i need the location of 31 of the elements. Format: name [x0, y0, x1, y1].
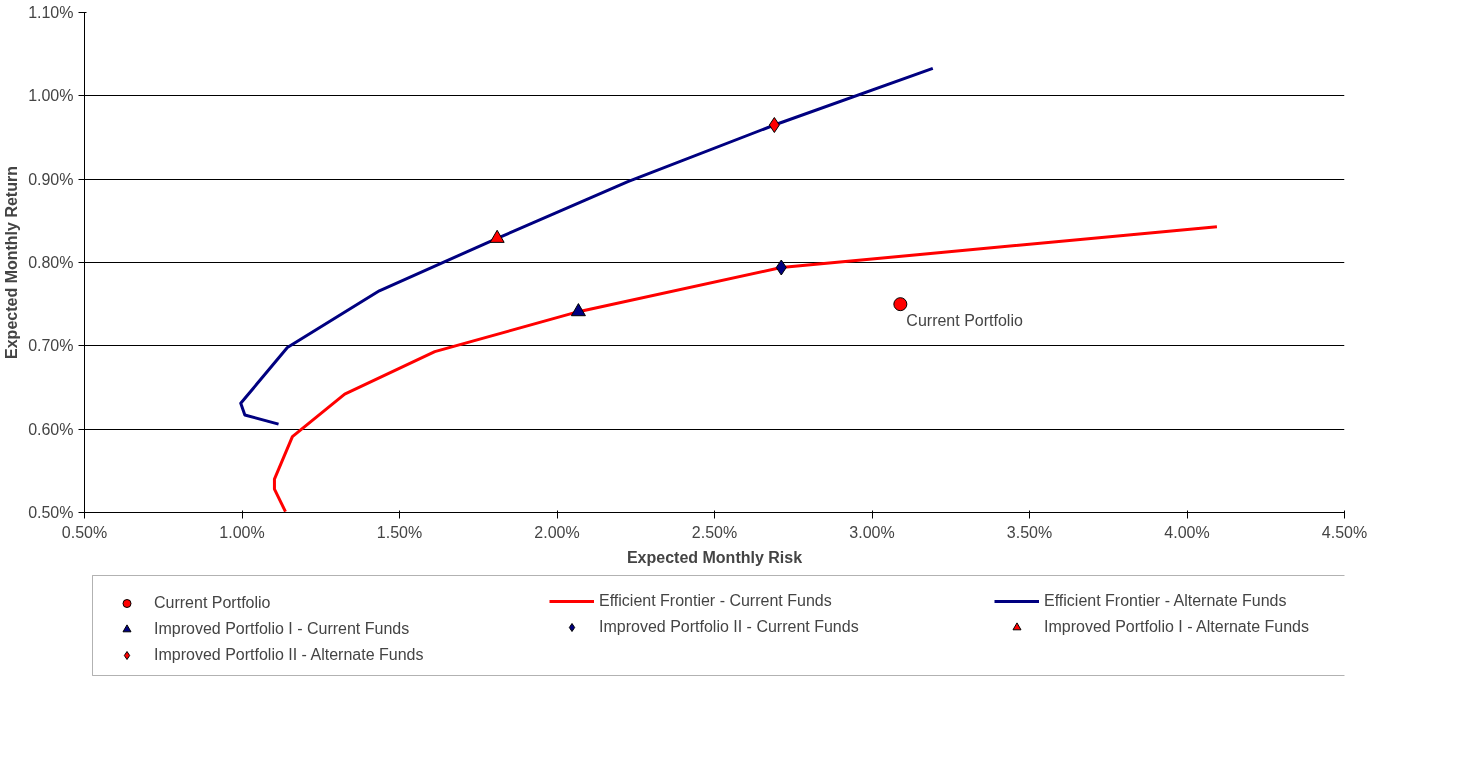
y-tick-label: 0.60% [28, 420, 74, 438]
x-tick-label: 2.00% [534, 523, 580, 541]
x-tick-label: 3.00% [849, 523, 895, 541]
x-tick-label: 4.50% [1321, 523, 1368, 541]
legend-label: Improved Portfolio II - Current Funds [599, 618, 859, 636]
y-tick-label: 0.90% [28, 170, 74, 188]
x-tick-label: 4.00% [1164, 523, 1210, 541]
point [775, 259, 787, 276]
y-tick-label: 0.80% [28, 254, 74, 271]
x-tick-label: 3.50% [1006, 523, 1053, 541]
y-tick-label: 0.70% [28, 337, 74, 355]
y-tick-label: 0.50% [28, 504, 74, 521]
point [768, 117, 780, 133]
y-tick-label: 1.10% [28, 4, 74, 21]
x-tick-label: 1.50% [376, 523, 423, 541]
legend-label: Current Portfolio [154, 594, 271, 612]
legend-label: Improved Portfolio I - Current Funds [154, 620, 410, 638]
x-axis-title: Expected Monthly Risk [626, 548, 803, 566]
point [570, 303, 586, 317]
x-tick-label: 0.50% [61, 523, 108, 541]
legend-label: Efficient Frontier - Alternate Funds [1044, 592, 1287, 610]
legend-label: Efficient Frontier - Current Funds [599, 592, 832, 610]
x-tick-label: 1.00% [219, 523, 265, 541]
annotation: Current Portfolio [906, 312, 1023, 330]
legend-label: Improved Portfolio I - Alternate Funds [1044, 618, 1310, 636]
point [893, 297, 908, 312]
line-series [272, 225, 1219, 513]
y-tick-label: 1.00% [28, 87, 74, 105]
legend-label: Improved Portfolio II - Alternate Funds [154, 646, 424, 664]
y-axis-title: Expected Monthly Return [3, 166, 21, 359]
x-tick-label: 2.50% [691, 523, 738, 541]
